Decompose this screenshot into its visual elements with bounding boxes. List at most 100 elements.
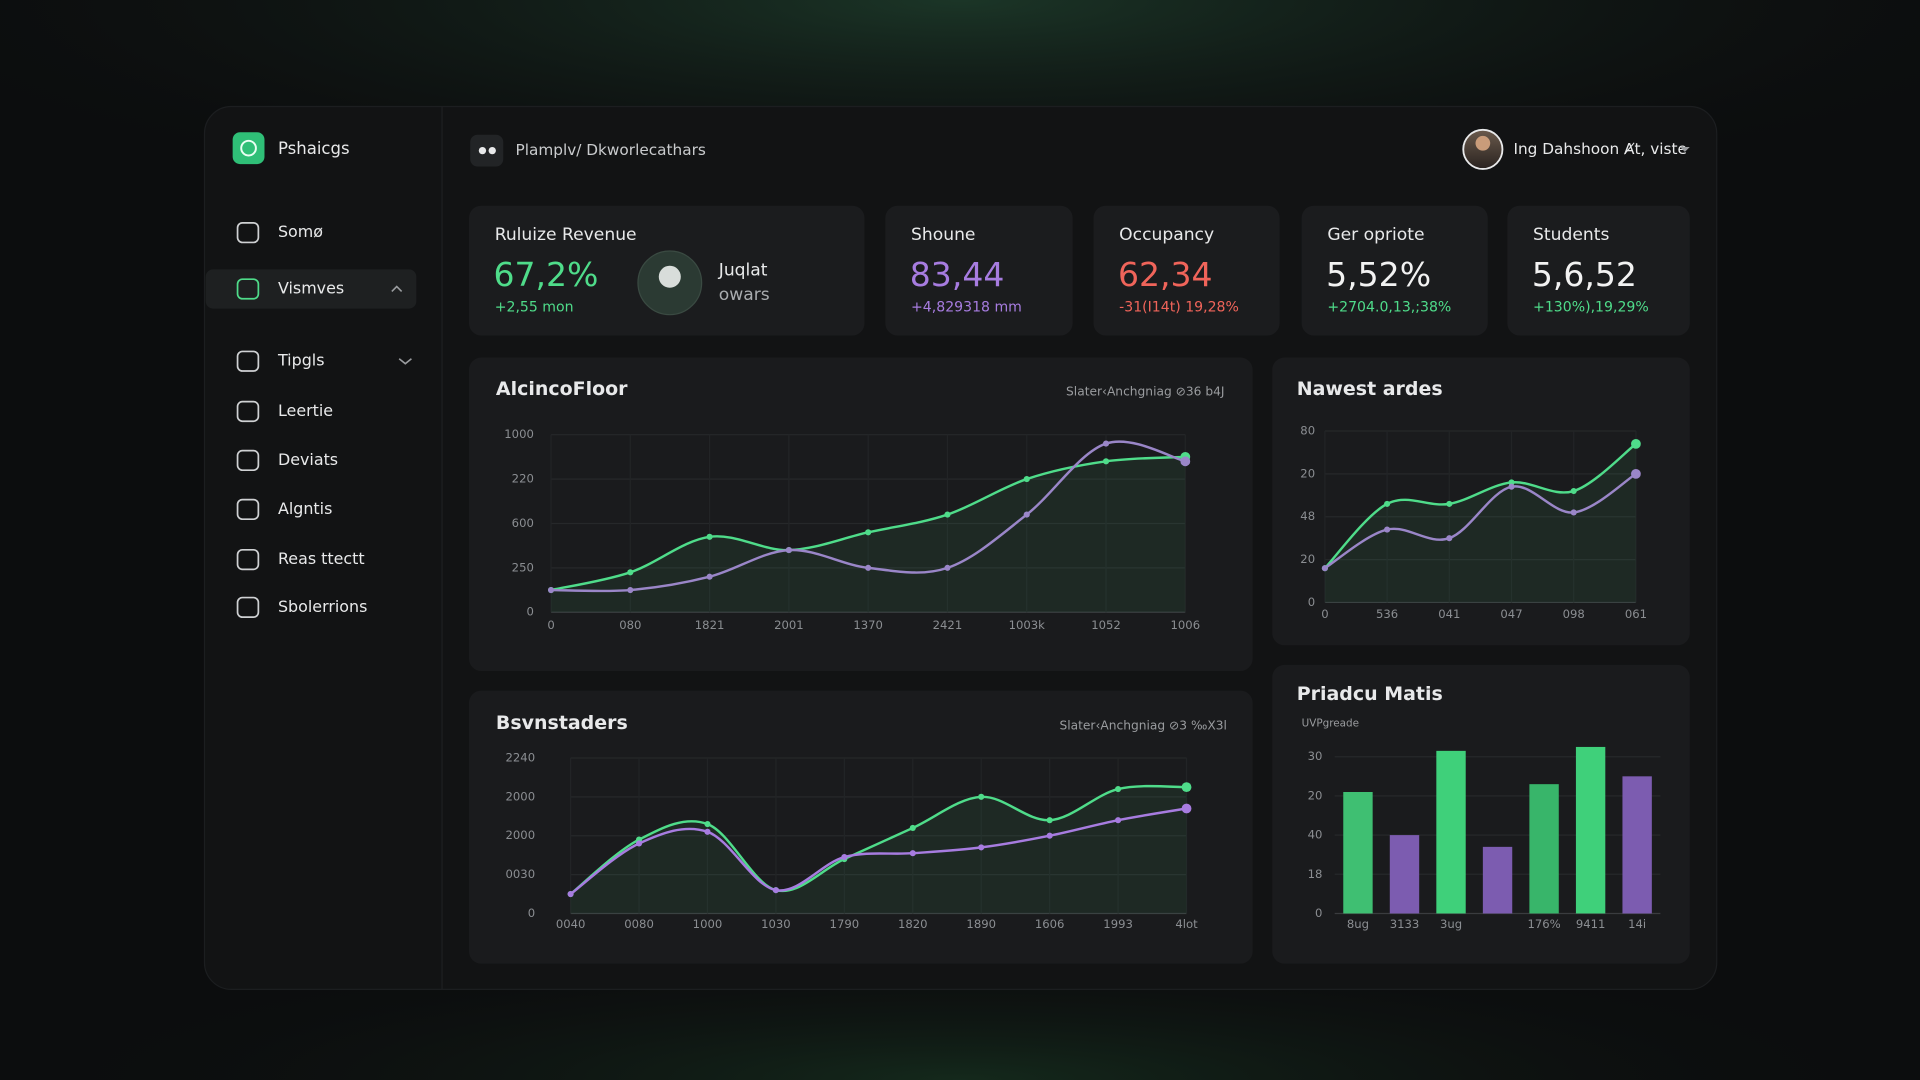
x-tick-label: 1993 bbox=[1103, 917, 1133, 931]
bar bbox=[1436, 750, 1466, 914]
data-point bbox=[1446, 500, 1453, 507]
data-point bbox=[635, 840, 643, 847]
x-tick-label: 14i bbox=[1628, 917, 1646, 931]
breadcrumb-icon[interactable] bbox=[470, 134, 504, 167]
y-tick-label: 20 bbox=[1300, 466, 1315, 480]
nav-icon[interactable] bbox=[236, 548, 260, 571]
brand-logo bbox=[232, 132, 265, 165]
kpi-card bbox=[1301, 205, 1488, 336]
chart-subtitle: Slater‹Anchgniag ⊘36 b4J bbox=[1066, 384, 1224, 398]
chart-card bbox=[468, 690, 1253, 964]
data-point bbox=[1570, 509, 1577, 516]
line-series bbox=[569, 807, 1187, 896]
user-name[interactable]: Ing Dahshoon Ⱥt, viste bbox=[1513, 140, 1686, 158]
nav-chevron[interactable] bbox=[391, 285, 403, 292]
kpi-title: Shoune bbox=[911, 225, 975, 245]
data-point bbox=[1446, 535, 1453, 542]
nav-item[interactable]: Somø bbox=[278, 222, 323, 241]
y-tick-label: 2000 bbox=[506, 828, 536, 842]
bar bbox=[1529, 784, 1559, 914]
nav-icon[interactable] bbox=[236, 222, 260, 244]
data-point bbox=[772, 887, 779, 894]
nav-item[interactable]: Algntis bbox=[278, 499, 332, 518]
data-point bbox=[909, 850, 916, 857]
nav-item[interactable]: Vismves bbox=[278, 278, 344, 297]
x-tick-label: 1606 bbox=[1035, 917, 1065, 931]
y-tick-label: 20 bbox=[1300, 552, 1315, 566]
data-point bbox=[627, 586, 634, 594]
x-tick-label: 098 bbox=[1563, 607, 1585, 621]
kpi-value: 5,6,52 bbox=[1532, 255, 1637, 294]
nav-icon[interactable] bbox=[236, 278, 260, 300]
avatar-face bbox=[1475, 135, 1491, 151]
kpi-value: 62,34 bbox=[1118, 255, 1213, 294]
y-tick-label: 0 bbox=[1315, 906, 1322, 920]
data-point bbox=[1384, 526, 1391, 533]
data-point bbox=[909, 824, 916, 831]
chart-subtitle: Slater‹Anchgniag ⊘3 ‰X3l bbox=[1059, 719, 1227, 733]
x-tick-label: 4lot bbox=[1175, 917, 1198, 931]
data-point bbox=[1115, 817, 1122, 824]
x-tick-label: 1820 bbox=[898, 917, 928, 931]
kpi-title: Ruluize Revenue bbox=[495, 225, 637, 245]
data-point bbox=[865, 564, 872, 571]
bar bbox=[1482, 846, 1513, 914]
data-point bbox=[1631, 468, 1641, 479]
kpi-value: 83,44 bbox=[910, 255, 1005, 294]
nav-chevron[interactable] bbox=[398, 358, 412, 365]
data-point bbox=[1321, 565, 1328, 572]
y-tick-label: 1000 bbox=[504, 427, 534, 441]
nav-icon[interactable] bbox=[236, 498, 260, 521]
nav-item[interactable]: Deviats bbox=[278, 450, 338, 469]
kpi-title: Ger opriote bbox=[1327, 225, 1424, 245]
x-tick-label: 061 bbox=[1625, 607, 1647, 621]
bar bbox=[1389, 835, 1420, 914]
x-tick-label: 1030 bbox=[761, 917, 791, 931]
y-tick-label: 0 bbox=[526, 605, 533, 619]
y-tick-label: 2240 bbox=[506, 750, 536, 764]
data-point bbox=[704, 828, 711, 835]
user-menu-caret[interactable] bbox=[1680, 146, 1690, 152]
data-point bbox=[944, 564, 951, 571]
data-point bbox=[1102, 440, 1110, 447]
data-point bbox=[978, 844, 985, 851]
x-tick-label: 047 bbox=[1500, 607, 1522, 621]
kpi-avatar-figure bbox=[658, 265, 681, 288]
nav-icon[interactable] bbox=[236, 350, 260, 372]
data-point bbox=[1102, 458, 1110, 465]
kpi-card bbox=[1093, 205, 1280, 336]
kpi-title: Students bbox=[1533, 225, 1609, 245]
data-point bbox=[1023, 511, 1030, 518]
bar bbox=[1575, 746, 1606, 914]
y-tick-label: 220 bbox=[512, 472, 534, 486]
data-point bbox=[547, 586, 555, 594]
x-tick-label: 9411 bbox=[1576, 917, 1606, 931]
chart-subtitle: UVPgreade bbox=[1302, 718, 1359, 730]
data-point bbox=[567, 890, 574, 898]
data-point bbox=[627, 569, 634, 576]
data-point bbox=[1631, 438, 1641, 449]
data-point bbox=[1046, 832, 1053, 839]
line-series bbox=[1324, 442, 1637, 570]
data-point bbox=[1181, 803, 1192, 814]
nav-icon[interactable] bbox=[236, 596, 260, 618]
chart-card bbox=[1272, 357, 1690, 646]
nav-item[interactable]: Tipgls bbox=[277, 351, 325, 370]
brand-name[interactable]: Pshaicgs bbox=[278, 139, 350, 158]
x-tick-label: 2001 bbox=[774, 618, 804, 632]
kpi-change: +130%),19,29% bbox=[1533, 299, 1649, 315]
y-tick-label: 0030 bbox=[506, 867, 536, 881]
chart-card bbox=[468, 357, 1253, 672]
chart-title: Bsvnstaders bbox=[496, 712, 628, 734]
x-tick-label: 041 bbox=[1438, 607, 1460, 621]
nav-icon[interactable] bbox=[236, 449, 260, 472]
nav-item[interactable]: Sbolerrions bbox=[278, 597, 367, 616]
nav-item[interactable]: Leertie bbox=[278, 401, 333, 420]
line-series bbox=[551, 440, 1186, 593]
nav-icon[interactable] bbox=[236, 400, 260, 423]
data-point bbox=[841, 854, 848, 861]
nav-item[interactable]: Reas ttectt bbox=[278, 549, 365, 568]
line-series bbox=[569, 784, 1187, 895]
y-tick-label: 30 bbox=[1308, 749, 1323, 763]
